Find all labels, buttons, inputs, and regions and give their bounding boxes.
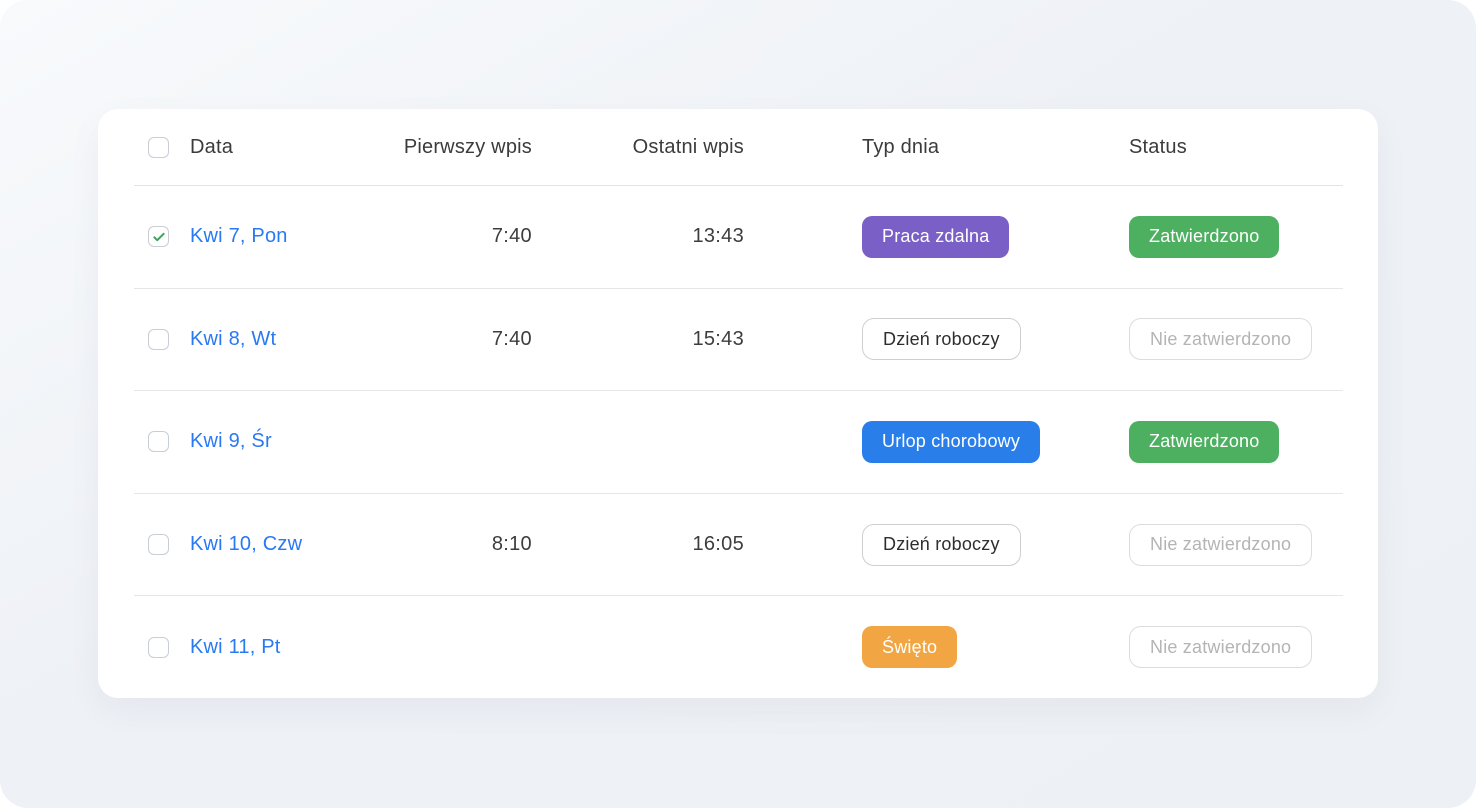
column-header-last-entry: Ostatni wpis xyxy=(632,135,744,158)
first-entry-value: 7:40 xyxy=(491,225,532,248)
last-entry-value: 13:43 xyxy=(692,225,744,248)
day-type-badge[interactable]: Dzień roboczy xyxy=(862,523,1021,566)
column-header-first-entry: Pierwszy wpis xyxy=(403,135,532,158)
row-checkbox[interactable] xyxy=(148,226,169,248)
day-type-badge[interactable]: Urlop chorobowy xyxy=(862,420,1041,463)
table-row: Kwi 8, Wt 7:40 15:43 Dzień roboczy Nie z… xyxy=(134,289,1343,392)
day-type-badge[interactable]: Praca zdalna xyxy=(862,215,1010,258)
column-header-date: Data xyxy=(190,135,234,158)
table-row: Kwi 10, Czw 8:10 16:05 Dzień roboczy Nie… xyxy=(134,494,1343,597)
timesheet-table-card: Data Pierwszy wpis Ostatni wpis Typ dnia… xyxy=(98,109,1378,698)
table-body: Kwi 7, Pon 7:40 13:43 Praca zdalna Zatwi… xyxy=(134,186,1343,698)
date-link[interactable]: Kwi 7, Pon xyxy=(190,225,288,248)
status-badge[interactable]: Nie zatwierdzono xyxy=(1129,318,1313,361)
status-badge[interactable]: Zatwierdzono xyxy=(1129,215,1280,258)
select-all-checkbox[interactable] xyxy=(148,136,169,158)
date-link[interactable]: Kwi 10, Czw xyxy=(190,533,303,556)
row-checkbox[interactable] xyxy=(148,534,169,556)
check-icon xyxy=(152,232,165,241)
first-entry-value: 8:10 xyxy=(491,533,532,556)
row-checkbox[interactable] xyxy=(148,328,169,350)
status-badge[interactable]: Nie zatwierdzono xyxy=(1129,626,1313,669)
status-badge[interactable]: Zatwierdzono xyxy=(1129,420,1280,463)
date-link[interactable]: Kwi 9, Śr xyxy=(190,430,272,453)
table-row: Kwi 9, Śr Urlop chorobowy Zatwierdzono xyxy=(134,391,1343,494)
date-link[interactable]: Kwi 8, Wt xyxy=(190,327,277,350)
first-entry-value: 7:40 xyxy=(491,327,532,350)
day-type-badge[interactable]: Dzień roboczy xyxy=(862,318,1021,361)
table-row: Kwi 7, Pon 7:40 13:43 Praca zdalna Zatwi… xyxy=(134,186,1343,289)
column-header-status: Status xyxy=(1129,135,1187,158)
column-header-day-type: Typ dnia xyxy=(862,135,940,158)
row-checkbox[interactable] xyxy=(148,431,169,453)
status-badge[interactable]: Nie zatwierdzono xyxy=(1129,523,1313,566)
row-checkbox[interactable] xyxy=(148,636,169,658)
table-header-row: Data Pierwszy wpis Ostatni wpis Typ dnia… xyxy=(134,109,1343,186)
table-row: Kwi 11, Pt Święto Nie zatwierdzono xyxy=(134,596,1343,698)
last-entry-value: 16:05 xyxy=(692,533,744,556)
day-type-badge[interactable]: Święto xyxy=(862,626,958,669)
date-link[interactable]: Kwi 11, Pt xyxy=(190,635,281,658)
last-entry-value: 15:43 xyxy=(692,327,744,350)
